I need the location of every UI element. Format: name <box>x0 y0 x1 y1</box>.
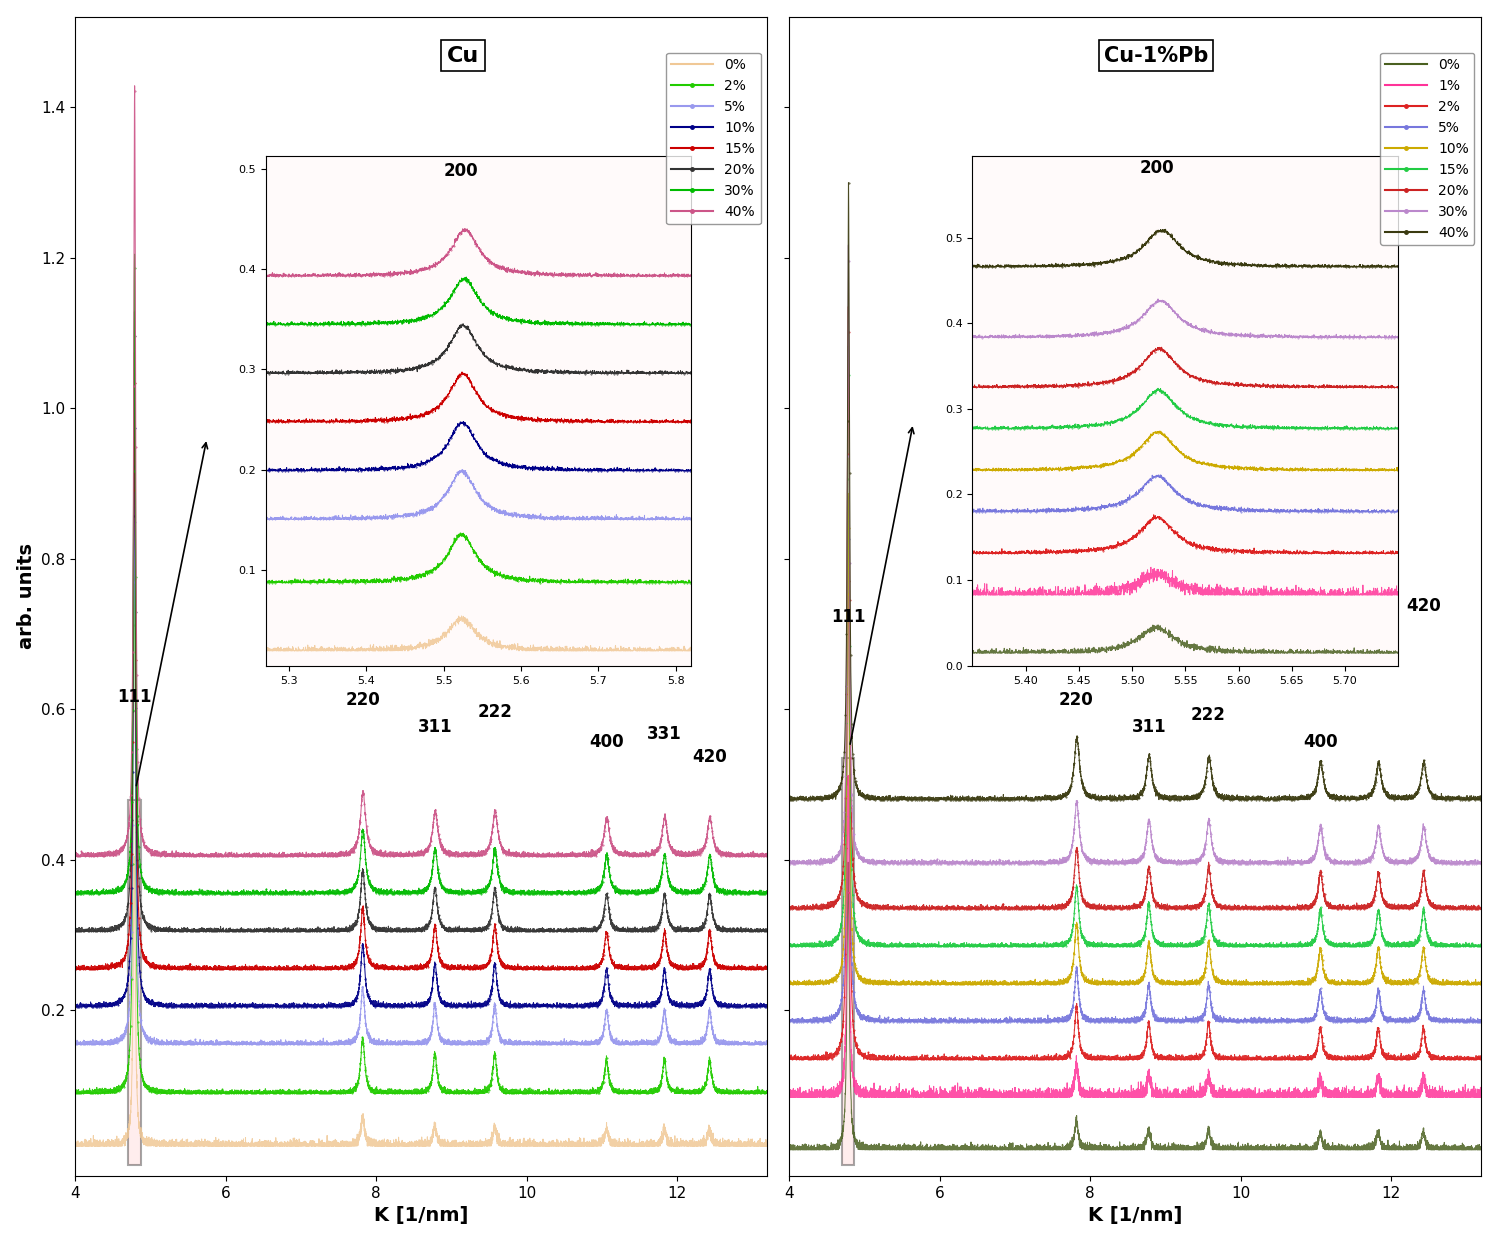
Text: 331: 331 <box>1360 627 1396 646</box>
Text: 222: 222 <box>478 703 512 720</box>
Text: 311: 311 <box>1131 718 1165 735</box>
Text: 111: 111 <box>831 609 866 626</box>
Y-axis label: arb. units: arb. units <box>16 543 36 650</box>
Text: 420: 420 <box>1407 597 1441 615</box>
Text: 220: 220 <box>1059 692 1094 709</box>
Text: 111: 111 <box>117 688 151 705</box>
Text: 220: 220 <box>345 692 380 709</box>
Legend: 0%, 1%, 2%, 5%, 10%, 15%, 20%, 30%, 40%: 0%, 1%, 2%, 5%, 10%, 15%, 20%, 30%, 40% <box>1380 52 1474 245</box>
Bar <box>127 800 141 1165</box>
Text: 222: 222 <box>1191 707 1225 724</box>
X-axis label: K [1/nm]: K [1/nm] <box>374 1206 469 1226</box>
Legend: 0%, 2%, 5%, 10%, 15%, 20%, 30%, 40%: 0%, 2%, 5%, 10%, 15%, 20%, 30%, 40% <box>667 52 761 225</box>
X-axis label: K [1/nm]: K [1/nm] <box>1088 1206 1182 1226</box>
Text: 311: 311 <box>418 718 452 735</box>
Text: 400: 400 <box>589 733 623 750</box>
Text: 331: 331 <box>647 725 682 743</box>
Bar <box>842 758 854 1165</box>
Text: 400: 400 <box>1303 733 1338 750</box>
Text: Cu: Cu <box>446 46 479 66</box>
Text: 420: 420 <box>692 748 727 766</box>
Text: Cu-1%Pb: Cu-1%Pb <box>1104 46 1209 66</box>
